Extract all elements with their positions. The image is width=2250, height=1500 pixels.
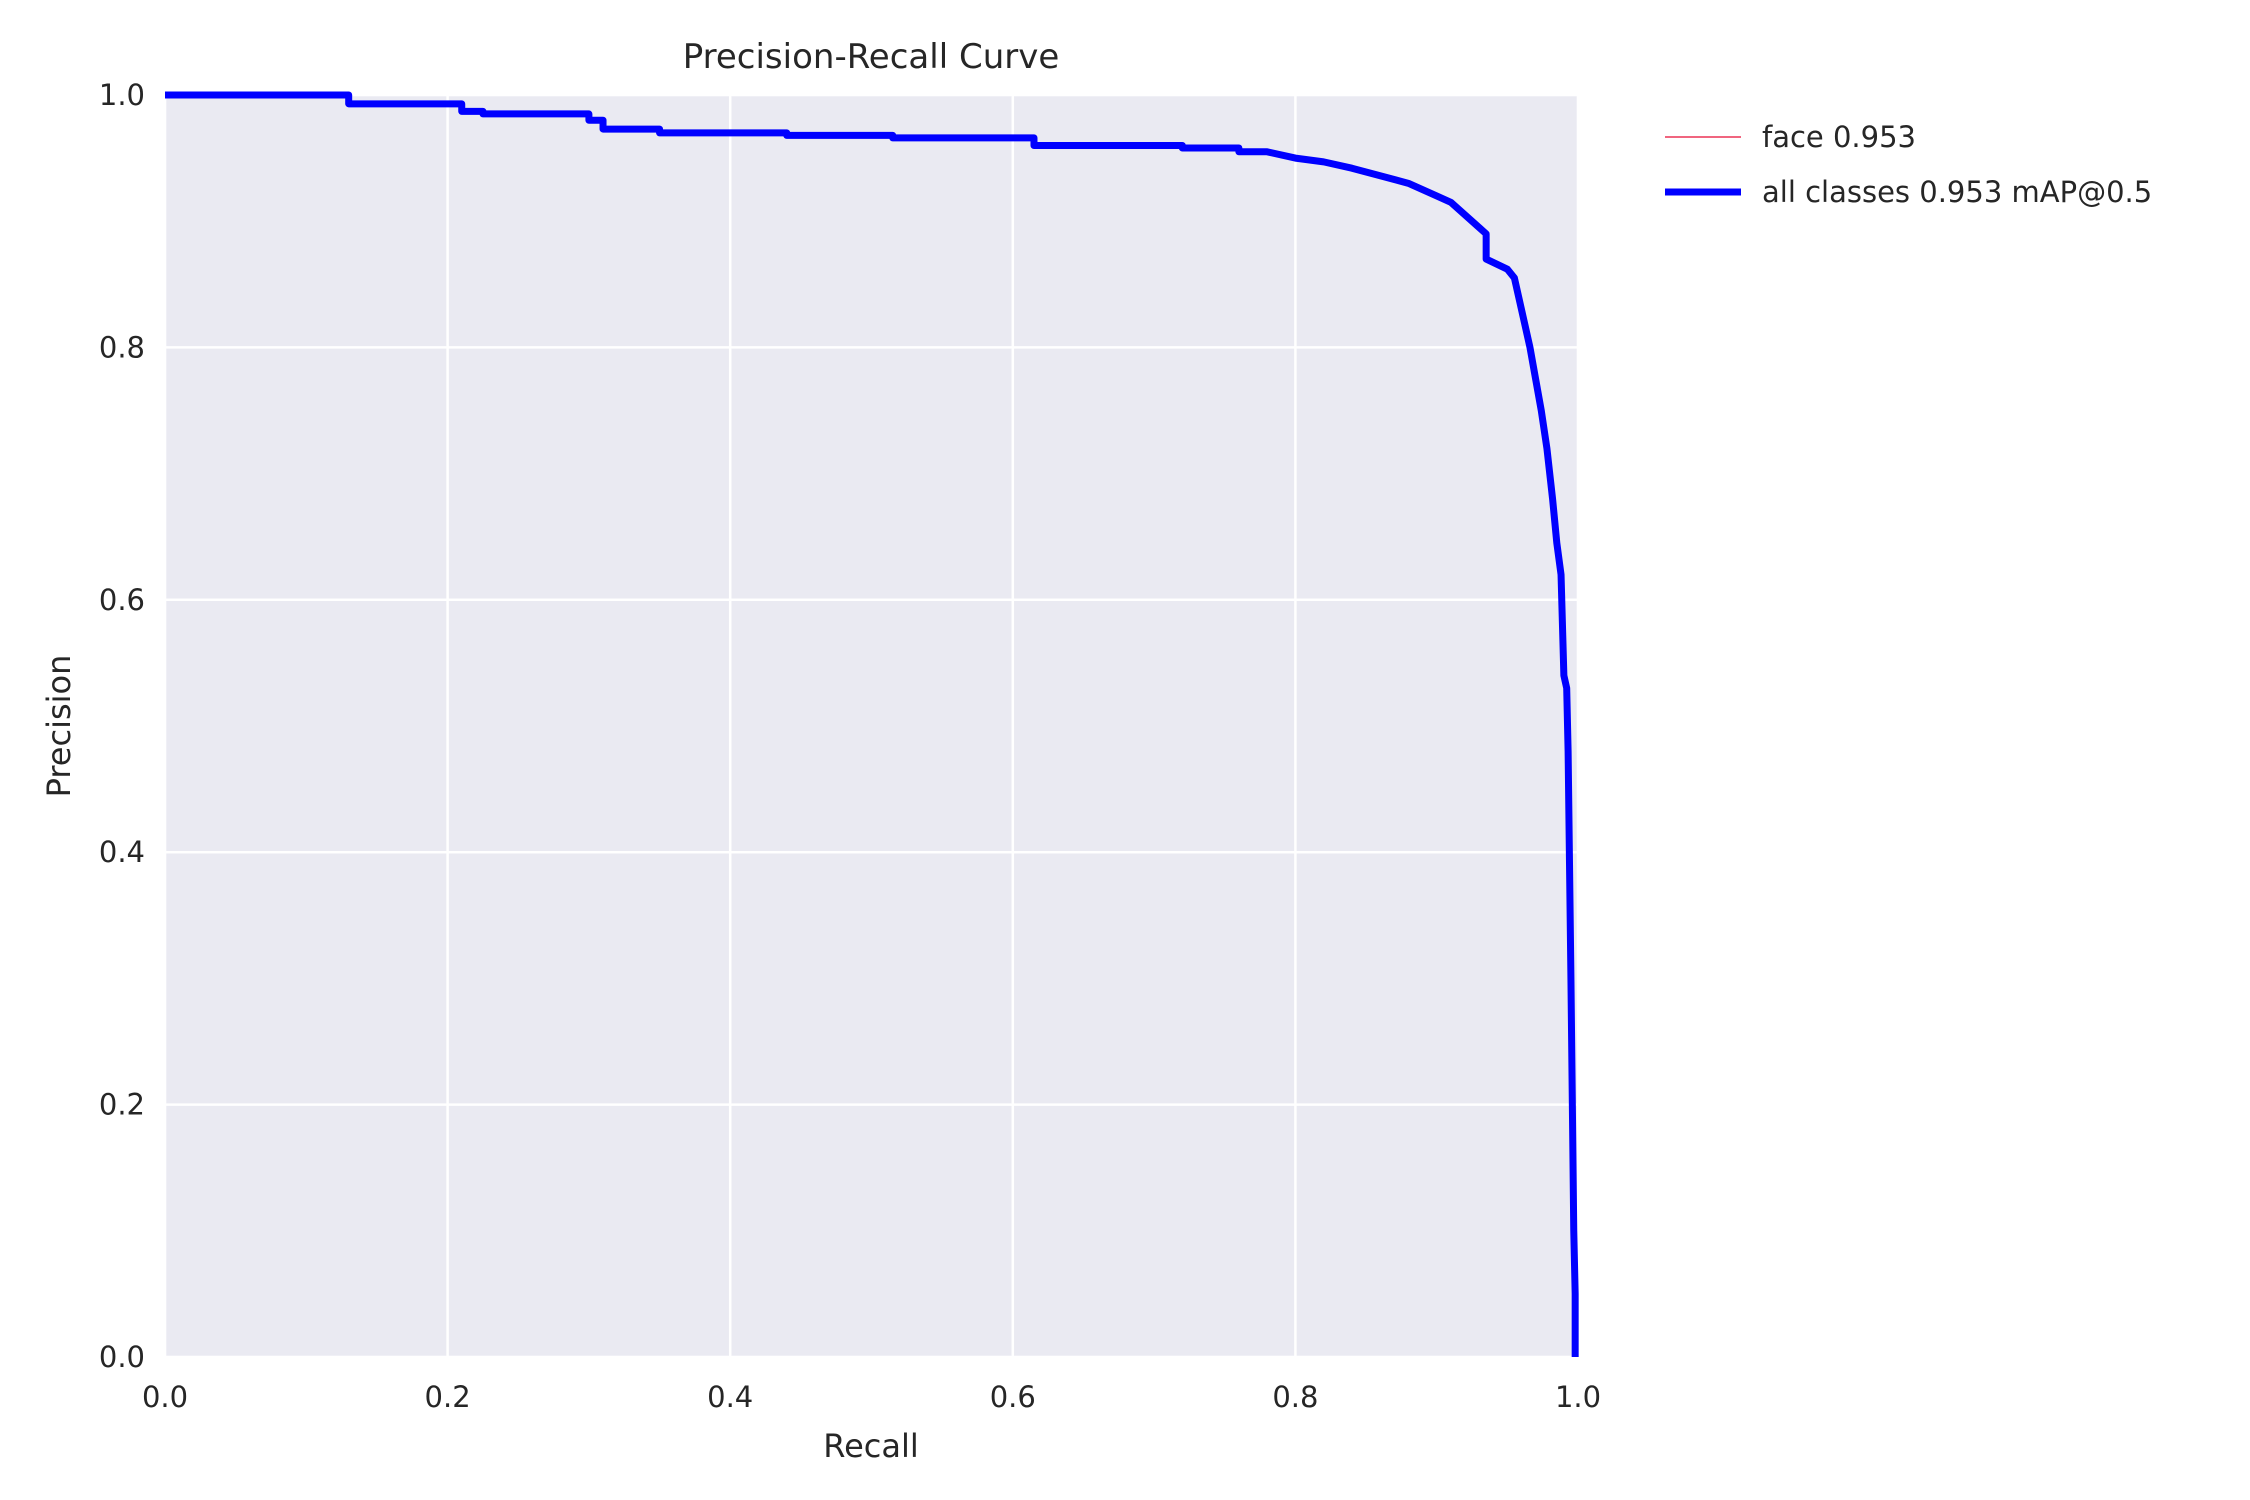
y-tick-label: 0.6 [99, 583, 145, 617]
series-lines [165, 91, 1579, 1357]
y-tick-label: 0.8 [99, 330, 145, 364]
x-tick-label: 0.8 [1272, 1380, 1318, 1414]
series-line-1 [165, 91, 1579, 1357]
x-tick-label: 0.2 [425, 1380, 471, 1414]
x-tick-labels: 0.0 0.2 0.4 0.6 0.8 1.0 [142, 1380, 1601, 1414]
x-tick-label: 0.0 [142, 1380, 188, 1414]
plot-background [165, 95, 1578, 1357]
x-axis-title: Recall [823, 1427, 918, 1465]
y-tick-label: 0.0 [99, 1340, 145, 1374]
y-tick-labels: 0.0 0.2 0.4 0.6 0.8 1.0 [99, 78, 145, 1374]
legend-label: all classes 0.953 mAP@0.5 [1762, 175, 2152, 209]
legend-label: face 0.953 [1762, 120, 1916, 154]
x-tick-label: 0.4 [707, 1380, 753, 1414]
chart-title: Precision-Recall Curve [683, 37, 1060, 77]
y-tick-label: 0.2 [99, 1088, 145, 1122]
x-tick-label: 1.0 [1555, 1380, 1601, 1414]
y-tick-label: 1.0 [99, 78, 145, 112]
legend: face 0.953 all classes 0.953 mAP@0.5 [1665, 120, 2152, 209]
y-axis-title: Precision [40, 655, 78, 798]
y-tick-label: 0.4 [99, 835, 145, 869]
grid-lines [163, 93, 1580, 1359]
x-tick-label: 0.6 [990, 1380, 1036, 1414]
